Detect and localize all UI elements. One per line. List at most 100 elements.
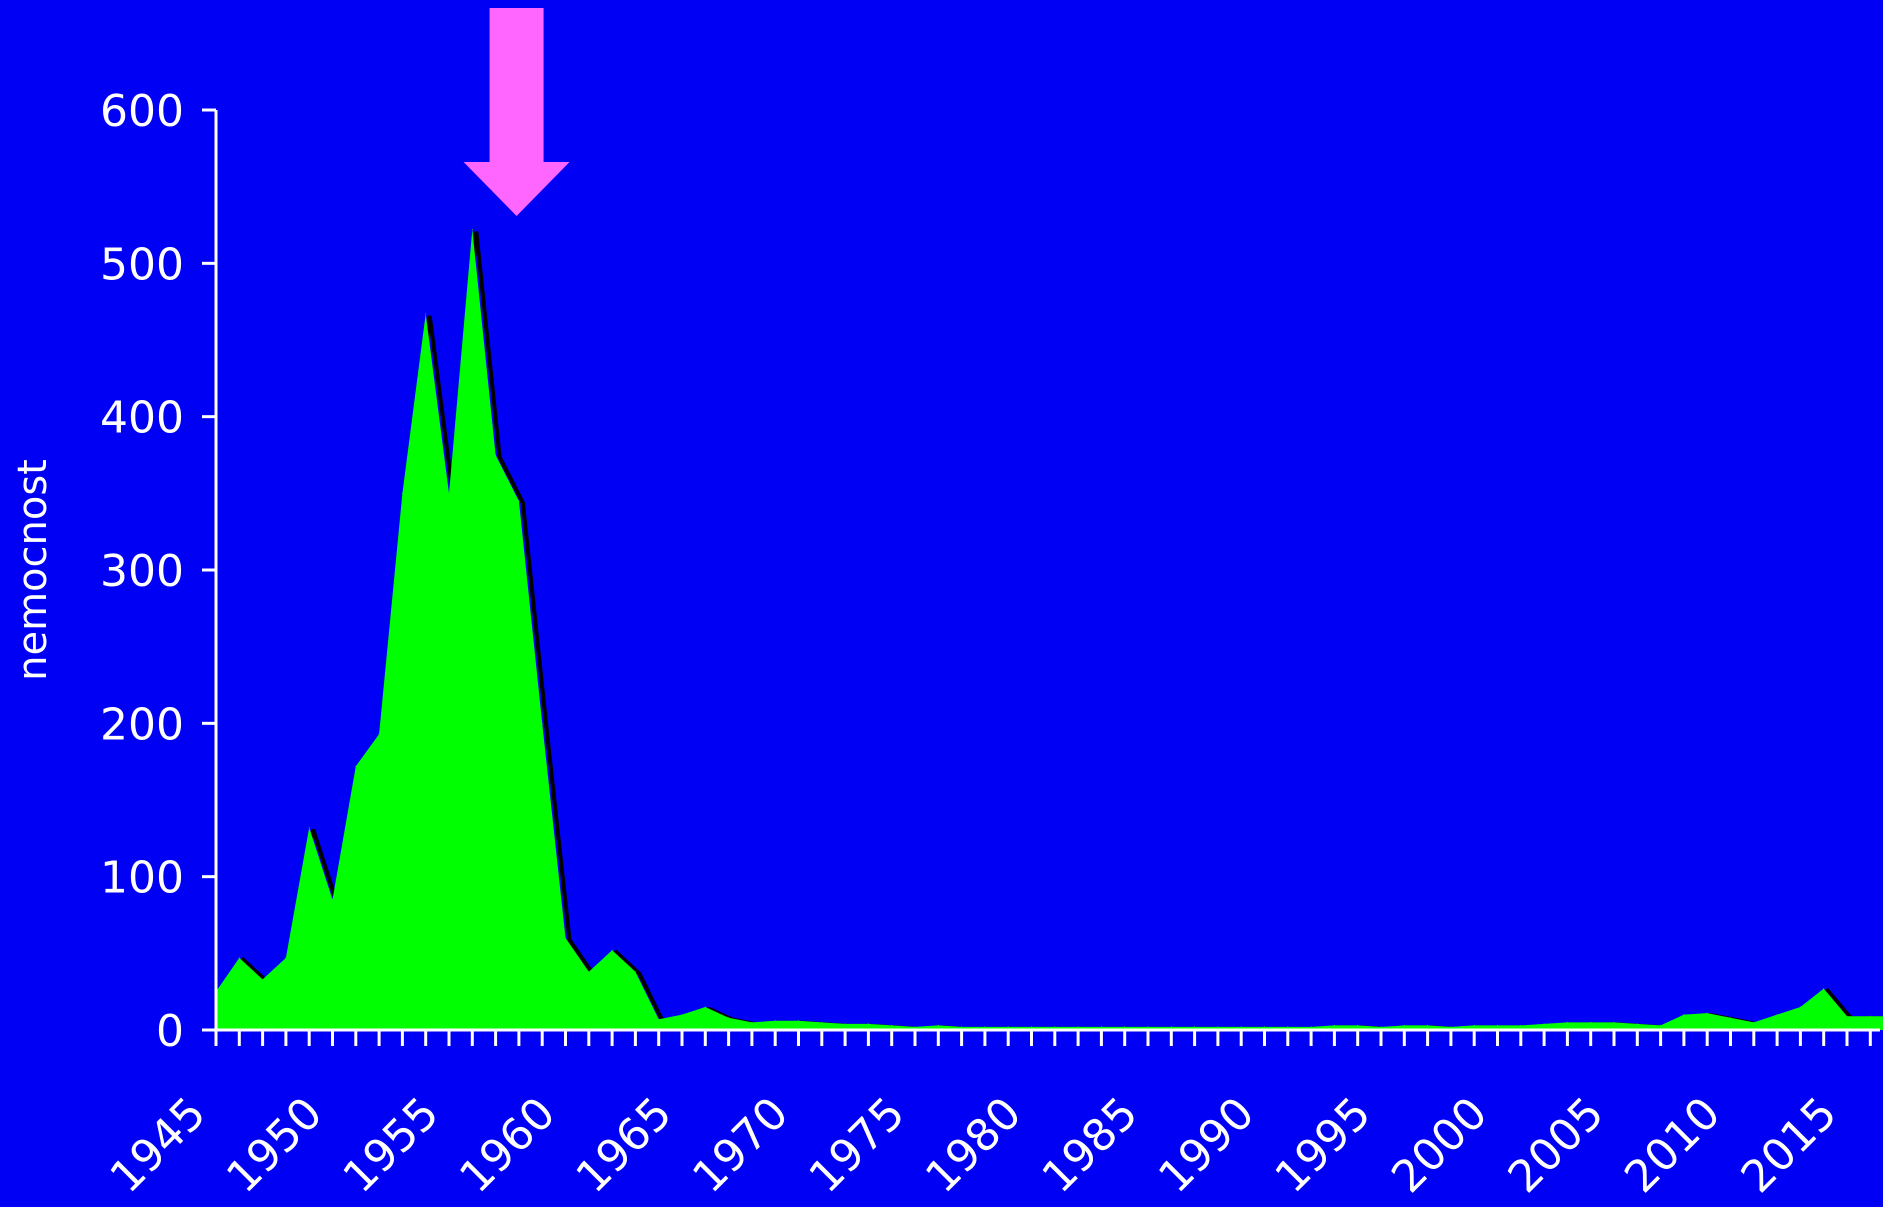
data-point [1100, 1026, 1102, 1028]
data-point [1333, 1024, 1335, 1026]
data-point [1846, 1015, 1848, 1017]
data-point [1357, 1024, 1359, 1026]
data-point [1240, 1026, 1242, 1028]
x-tick-label: 2015 [1732, 1088, 1847, 1203]
data-point [1776, 1014, 1778, 1016]
data-point [1264, 1026, 1265, 1028]
data-point [1170, 1026, 1172, 1028]
x-tick-label: 1985 [1033, 1088, 1148, 1203]
data-point [238, 957, 240, 959]
data-point [798, 1020, 799, 1022]
data-point [1613, 1021, 1615, 1023]
x-tick-label: 1980 [916, 1088, 1031, 1203]
data-point [891, 1024, 893, 1026]
data-point [425, 313, 427, 315]
data-point [658, 1018, 660, 1020]
data-point [1636, 1023, 1638, 1025]
data-point [588, 971, 590, 973]
data-point [1077, 1026, 1079, 1028]
data-point [1194, 1026, 1196, 1028]
data-point [1403, 1024, 1405, 1026]
data-point [1799, 1006, 1801, 1008]
x-tick-label: 1970 [683, 1088, 798, 1203]
data-point [518, 500, 520, 502]
area-series [215, 229, 1883, 1031]
peak-arrow-icon [463, 8, 570, 216]
x-tick-label: 1995 [1266, 1088, 1381, 1203]
data-point [1869, 1015, 1871, 1017]
y-tick-label: 400 [100, 393, 184, 444]
x-tick-label: 1945 [101, 1088, 216, 1203]
data-point [1147, 1026, 1149, 1028]
x-tick-label: 2010 [1615, 1088, 1730, 1203]
data-point [704, 1006, 706, 1008]
data-point [1217, 1026, 1219, 1028]
data-point [285, 957, 287, 959]
data-point [751, 1021, 753, 1023]
data-point [1007, 1026, 1009, 1028]
data-point [1031, 1026, 1032, 1028]
data-point [728, 1017, 730, 1019]
data-point [1427, 1024, 1429, 1026]
data-point [681, 1014, 683, 1016]
y-axis-title: nemocnost [10, 459, 56, 681]
data-point [332, 899, 333, 901]
data-point [1823, 988, 1825, 990]
data-point [262, 978, 264, 980]
data-point [1497, 1024, 1498, 1026]
data-point [1753, 1021, 1755, 1023]
data-point [401, 492, 403, 494]
data-point [867, 1023, 869, 1025]
data-point [1520, 1024, 1522, 1026]
x-tick-label: 1955 [334, 1088, 449, 1203]
annotation [463, 8, 570, 216]
data-point [1380, 1026, 1382, 1028]
y-tick-label: 100 [100, 853, 184, 904]
data-point [844, 1023, 846, 1025]
data-point [1054, 1026, 1056, 1028]
x-tick-label: 1965 [567, 1088, 682, 1203]
y-tick-label: 300 [100, 546, 184, 597]
x-tick-label: 2005 [1499, 1088, 1614, 1203]
data-point [821, 1021, 823, 1023]
data-point [471, 229, 473, 231]
data-point [565, 937, 566, 939]
x-tick-label: 1950 [217, 1088, 332, 1203]
data-point [961, 1026, 963, 1028]
x-tick-label: 2000 [1382, 1088, 1497, 1203]
data-point [1543, 1023, 1545, 1025]
data-point [378, 733, 380, 735]
data-point [1683, 1014, 1685, 1016]
data-point [774, 1020, 776, 1022]
data-point [634, 971, 636, 973]
data-point [914, 1026, 916, 1028]
y-tick-label: 500 [100, 239, 184, 290]
data-point [1566, 1021, 1568, 1023]
data-point [1706, 1012, 1708, 1014]
x-tick-label: 1975 [800, 1088, 915, 1203]
y-tick-label: 600 [100, 86, 184, 137]
data-point [1473, 1024, 1475, 1026]
y-tick-label: 0 [156, 1006, 184, 1057]
data-point [1590, 1021, 1592, 1023]
data-point [1124, 1026, 1126, 1028]
y-tick-label: 200 [100, 699, 184, 750]
x-tick-label: 1990 [1149, 1088, 1264, 1203]
data-point [495, 454, 497, 456]
data-point [1287, 1026, 1289, 1028]
data-point [611, 949, 613, 951]
data-point [308, 827, 310, 829]
data-point [355, 765, 357, 767]
data-point [1660, 1024, 1662, 1026]
data-point [984, 1026, 986, 1028]
data-point [541, 722, 543, 724]
data-point [1450, 1026, 1452, 1028]
data-point [448, 492, 450, 494]
x-tick-label: 1960 [450, 1088, 565, 1203]
data-point [937, 1024, 939, 1026]
data-point [1310, 1026, 1312, 1028]
data-point [1730, 1017, 1731, 1019]
area-fill [216, 229, 1883, 1030]
